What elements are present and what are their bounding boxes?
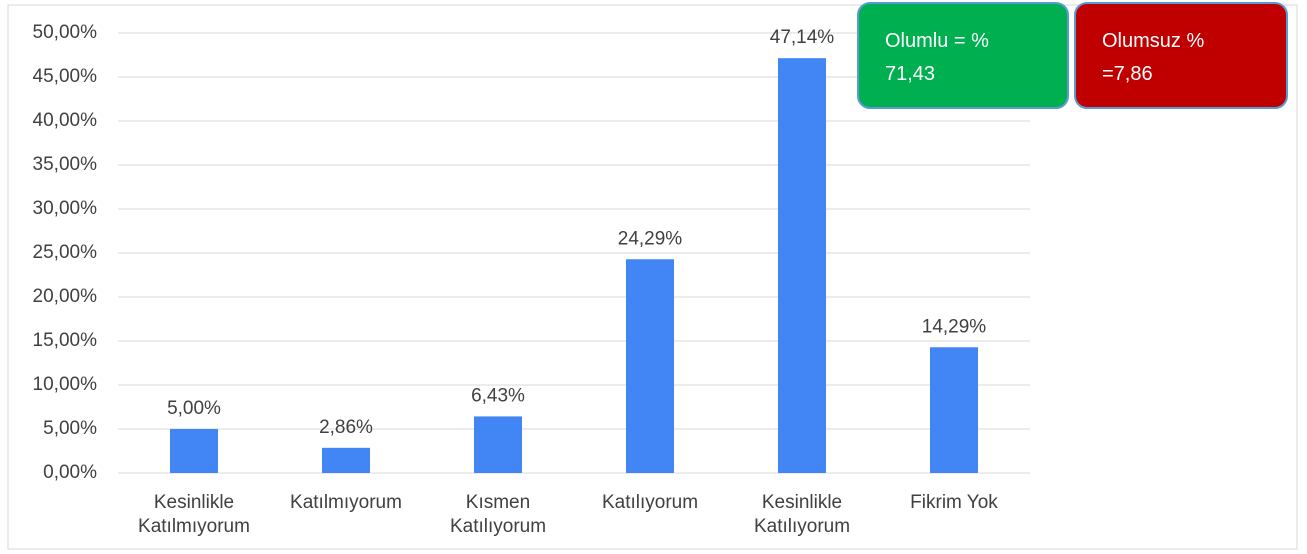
bar [474,416,522,473]
y-tick-label: 15,00% [33,330,98,351]
y-tick-label: 50,00% [33,22,98,43]
x-tick-label: Kesinlikle Katılmıyorum [138,492,250,537]
y-tick-label: 30,00% [33,198,98,219]
data-label: 2,86% [319,417,373,438]
x-tick-label: Katılmıyorum [290,492,402,513]
data-label: 6,43% [471,385,525,406]
bar [626,259,674,473]
data-label: 24,29% [618,228,683,249]
x-tick-label: Kesinlikle Katılıyorum [754,492,850,537]
y-tick-label: 25,00% [33,242,98,263]
y-tick-label: 5,00% [43,418,97,439]
annotation-text: Olumsuz % =7,86 [1102,30,1204,85]
y-tick-label: 35,00% [33,154,98,175]
y-tick-label: 20,00% [33,286,98,307]
y-tick-label: 40,00% [33,110,98,131]
bar [170,429,218,473]
y-tick-label: 10,00% [33,374,98,395]
x-tick-label: Katılıyorum [602,492,698,513]
y-tick-label: 0,00% [43,462,97,483]
x-tick-label: Fikrim Yok [910,492,998,513]
data-label: 47,14% [770,27,835,48]
annotation-box [857,2,1069,109]
x-tick-label: Kısmen Katılıyorum [450,492,546,537]
bar [322,447,370,473]
data-label: 14,29% [922,316,987,337]
bar [778,58,826,473]
data-label: 5,00% [167,398,221,419]
annotation-text: Olumlu = % 71,43 [885,30,989,85]
bar [930,347,978,473]
y-tick-label: 45,00% [33,66,98,87]
annotation-box [1074,2,1288,109]
